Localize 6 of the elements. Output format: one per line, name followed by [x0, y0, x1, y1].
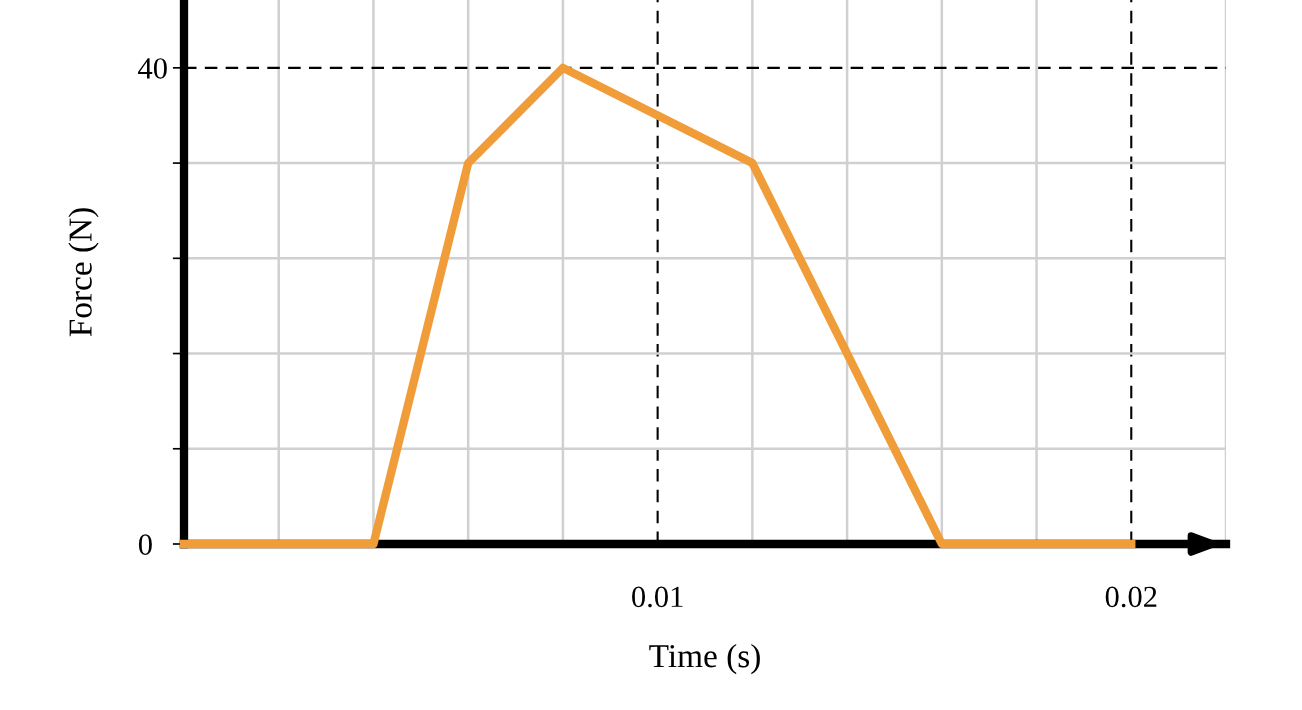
x-axis-title: Time (s) [649, 643, 760, 675]
x-tick-label: 0.01 [632, 586, 683, 608]
x-tick-label: 0.02 [1105, 586, 1157, 608]
y-tick-label: 0 [138, 534, 152, 555]
y-axis-title: Force (N) [68, 208, 99, 337]
y-tick-label: 40 [138, 58, 167, 79]
